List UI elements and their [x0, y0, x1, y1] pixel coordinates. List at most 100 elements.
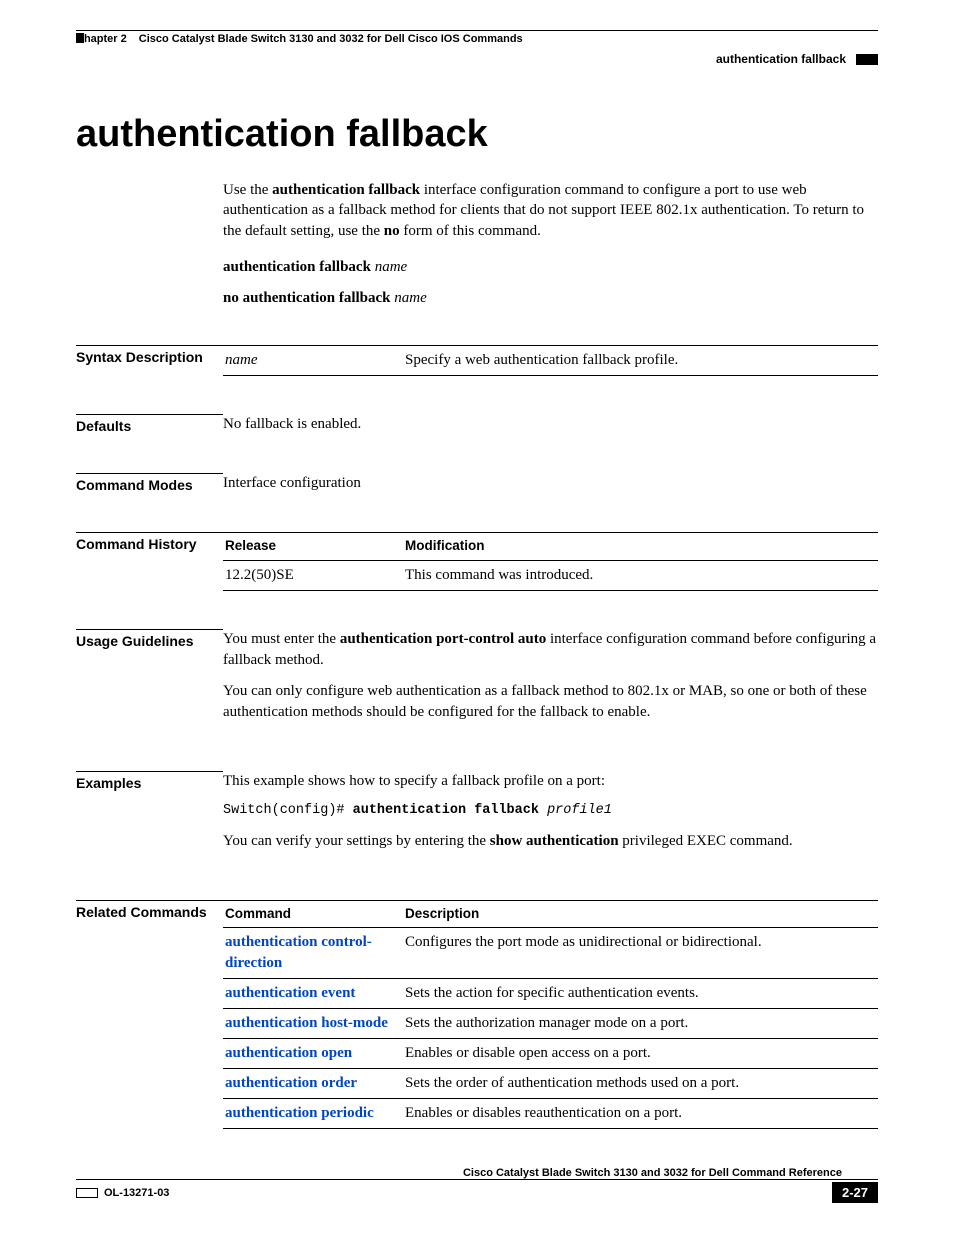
text-bold: show authentication — [490, 833, 619, 849]
table-cell: authentication host-mode — [223, 1009, 403, 1039]
page-number: 2-27 — [832, 1182, 878, 1203]
section-syntax-description: Syntax Description name Specify a web au… — [76, 345, 878, 376]
section-label: Command History — [76, 532, 223, 591]
related-command-link[interactable]: authentication open — [225, 1045, 352, 1061]
table-row: authentication periodic Enables or disabl… — [223, 1099, 878, 1129]
table-cell: authentication periodic — [223, 1099, 403, 1129]
footer-rule — [76, 1179, 878, 1180]
section-body: Command Description authentication contr… — [223, 900, 878, 1130]
text: Use the — [223, 182, 272, 198]
paragraph: You can verify your settings by entering… — [223, 831, 878, 852]
section-label: Defaults — [76, 414, 223, 435]
table-row: authentication host-mode Sets the authori… — [223, 1009, 878, 1039]
table-cell: Enables or disables reauthentication on … — [403, 1099, 878, 1129]
table-header: Description — [403, 900, 878, 928]
syntax-usage-1: authentication fallback name — [223, 259, 878, 276]
syntax-usage-2: no authentication fallback name — [223, 290, 878, 307]
table-cell: 12.2(50)SE — [223, 560, 403, 590]
table-cell: This command was introduced. — [403, 560, 878, 590]
table-row: authentication open Enables or disable op… — [223, 1039, 878, 1069]
footer: Cisco Catalyst Blade Switch 3130 and 303… — [76, 1167, 878, 1203]
table-cell: Enables or disable open access on a port… — [403, 1039, 878, 1069]
table-header: Command — [223, 900, 403, 928]
text-bold: no — [384, 223, 400, 239]
paragraph: You can only configure web authenticatio… — [223, 681, 878, 723]
text-bold: authentication port-control auto — [340, 631, 546, 647]
related-command-link[interactable]: authentication host-mode — [225, 1015, 388, 1031]
text-ital: name — [394, 290, 427, 306]
paragraph: You must enter the authentication port-c… — [223, 629, 878, 671]
footer-bar: OL-13271-03 2-27 — [76, 1182, 878, 1203]
table-cell: Sets the action for specific authenticat… — [403, 979, 878, 1009]
table-cell: Configures the port mode as unidirection… — [403, 928, 878, 979]
section-label: Command Modes — [76, 473, 223, 494]
related-command-link[interactable]: authentication order — [225, 1075, 357, 1091]
table-row: authentication order Sets the order of au… — [223, 1069, 878, 1099]
section-command-modes: Command Modes Interface configuration — [76, 473, 878, 494]
section-body: name Specify a web authentication fallba… — [223, 345, 878, 376]
footer-book-title: Cisco Catalyst Blade Switch 3130 and 303… — [76, 1167, 878, 1179]
table-header-row: Command Description — [223, 900, 878, 928]
table-row: authentication control-direction Configur… — [223, 928, 878, 979]
text-bold: authentication fallback — [272, 182, 420, 198]
chapter-title: Cisco Catalyst Blade Switch 3130 and 303… — [139, 33, 523, 45]
table-header: Modification — [403, 532, 878, 560]
syntax-table: name Specify a web authentication fallba… — [223, 345, 878, 376]
section-label: Usage Guidelines — [76, 629, 223, 733]
related-command-link[interactable]: authentication control-direction — [225, 934, 372, 971]
doc-id: OL-13271-03 — [104, 1187, 169, 1199]
code-line: Switch(config)# authentication fallback … — [223, 802, 878, 821]
table-cell: Sets the order of authentication methods… — [403, 1069, 878, 1099]
related-command-link[interactable]: authentication event — [225, 985, 355, 1001]
section-body: Release Modification 12.2(50)SE This com… — [223, 532, 878, 591]
section-usage-guidelines: Usage Guidelines You must enter the auth… — [76, 629, 878, 733]
section-examples: Examples This example shows how to speci… — [76, 771, 878, 862]
running-header: Chapter 2 Cisco Catalyst Blade Switch 31… — [76, 33, 878, 45]
corner-mark — [76, 33, 84, 43]
text: You can verify your settings by entering… — [223, 833, 490, 849]
table-cell: Sets the authorization manager mode on a… — [403, 1009, 878, 1039]
text: privileged EXEC command. — [619, 833, 793, 849]
related-command-link[interactable]: authentication periodic — [225, 1105, 374, 1121]
header-right: authentication fallback — [716, 52, 878, 66]
table-header: Release — [223, 532, 403, 560]
section-body: This example shows how to specify a fall… — [223, 771, 878, 862]
text: form of this command. — [400, 223, 541, 239]
section-command-history: Command History Release Modification 12.… — [76, 532, 878, 591]
intro-paragraph: Use the authentication fallback interfac… — [223, 180, 878, 241]
header-block-icon — [856, 54, 878, 65]
section-body: Interface configuration — [223, 473, 878, 494]
section-body: You must enter the authentication port-c… — [223, 629, 878, 733]
table-cell: name — [223, 345, 403, 375]
paragraph: This example shows how to specify a fall… — [223, 771, 878, 792]
table-row: authentication event Sets the action for … — [223, 979, 878, 1009]
text-bold: authentication fallback — [223, 259, 371, 275]
text-bold: no authentication fallback — [223, 290, 391, 306]
section-label: Examples — [76, 771, 223, 862]
table-cell: authentication order — [223, 1069, 403, 1099]
section-label: Syntax Description — [76, 345, 223, 376]
param-name: name — [225, 352, 258, 368]
section-body: No fallback is enabled. — [223, 414, 878, 435]
table-header-row: Release Modification — [223, 532, 878, 560]
page-title: authentication fallback — [76, 113, 878, 156]
history-table: Release Modification 12.2(50)SE This com… — [223, 532, 878, 591]
header-rule — [76, 30, 878, 31]
section-related-commands: Related Commands Command Description aut… — [76, 900, 878, 1130]
code-bold: authentication fallback — [353, 803, 547, 818]
related-table: Command Description authentication contr… — [223, 900, 878, 1130]
section-label: Related Commands — [76, 900, 223, 1130]
table-row: 12.2(50)SE This command was introduced. — [223, 560, 878, 590]
footer-block-icon — [76, 1188, 98, 1198]
code-text: Switch(config)# — [223, 803, 353, 818]
table-cell: authentication event — [223, 979, 403, 1009]
table-cell: Specify a web authentication fallback pr… — [403, 345, 878, 375]
table-cell: authentication open — [223, 1039, 403, 1069]
text-ital: name — [375, 259, 408, 275]
intro-block: Use the authentication fallback interfac… — [223, 180, 878, 307]
text: You must enter the — [223, 631, 340, 647]
page: Chapter 2 Cisco Catalyst Blade Switch 31… — [0, 0, 954, 1235]
section-defaults: Defaults No fallback is enabled. — [76, 414, 878, 435]
header-right-text: authentication fallback — [716, 52, 846, 66]
table-cell: authentication control-direction — [223, 928, 403, 979]
